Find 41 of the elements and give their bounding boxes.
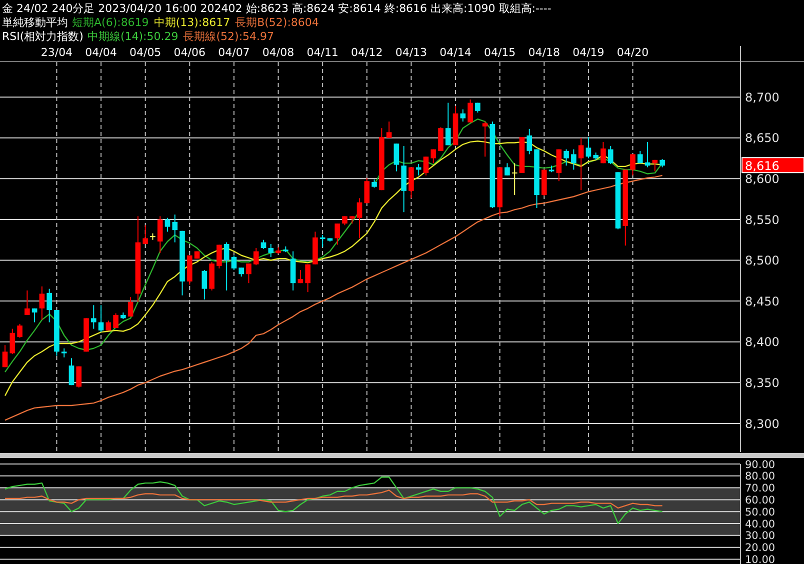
y-tick-label: 8,300 bbox=[745, 416, 780, 431]
y-tick-label: 80.00 bbox=[745, 470, 776, 483]
x-tick-label: 04/15 bbox=[484, 46, 516, 59]
x-tick-label: 04/04 bbox=[85, 46, 117, 59]
y-tick-label: 90.00 bbox=[745, 458, 776, 471]
x-tick-label: 04/07 bbox=[218, 46, 250, 59]
y-tick-label: 8,350 bbox=[745, 376, 780, 390]
y-tick-label: 40.00 bbox=[745, 518, 776, 530]
text: 8,616 bbox=[745, 159, 780, 174]
x-tick-label: 04/18 bbox=[528, 46, 560, 59]
y-tick-label: 30.00 bbox=[745, 530, 776, 542]
y-tick-label: 8,400 bbox=[745, 335, 780, 350]
y-tick-label: 8,550 bbox=[745, 212, 780, 227]
x-tick-label: 04/14 bbox=[440, 46, 472, 59]
x-tick-label: 04/05 bbox=[129, 46, 162, 59]
legend-title: RSI(相対力指数) bbox=[2, 30, 84, 43]
chart-title: 金 24/02 240分足 2023/04/20 16:00 202402 始:8623 高:8624 安:8614 終:8616 出来高:1090 取組高:---- bbox=[2, 2, 552, 15]
x-tick-label: 04/19 bbox=[572, 46, 604, 59]
y-tick-label: 60.00 bbox=[745, 494, 776, 506]
y-tick-label: 8,650 bbox=[745, 131, 780, 146]
text: 長期B(52):8604 bbox=[235, 16, 319, 29]
legend-title: 単純移動平均 bbox=[2, 16, 68, 29]
x-tick-label: 04/11 bbox=[306, 46, 338, 59]
x-tick-label: 04/08 bbox=[262, 46, 294, 59]
text: 短期A(6):8619 bbox=[72, 16, 149, 29]
x-tick-label: 04/12 bbox=[351, 46, 383, 59]
y-tick-label: 8,450 bbox=[745, 294, 780, 308]
text: 長期線(52):54.97 bbox=[183, 30, 274, 43]
x-tick-label: 04/20 bbox=[616, 46, 649, 59]
x-tick-label: 04/13 bbox=[395, 46, 428, 59]
x-tick-label: 23/04 bbox=[40, 46, 73, 59]
y-tick-label: 50.00 bbox=[745, 506, 776, 518]
y-tick-label: 8,700 bbox=[745, 90, 780, 104]
y-tick-label: 8,500 bbox=[745, 254, 780, 268]
y-tick-label: 8,600 bbox=[745, 172, 780, 186]
y-tick-label: 10.00 bbox=[745, 554, 776, 564]
y-tick-label: 20.00 bbox=[745, 542, 776, 554]
x-tick-label: 04/06 bbox=[174, 46, 206, 59]
text: 中期(13):8617 bbox=[154, 16, 230, 29]
text: 中期線(14):50.29 bbox=[87, 30, 178, 43]
y-tick-label: 70.00 bbox=[745, 482, 776, 495]
